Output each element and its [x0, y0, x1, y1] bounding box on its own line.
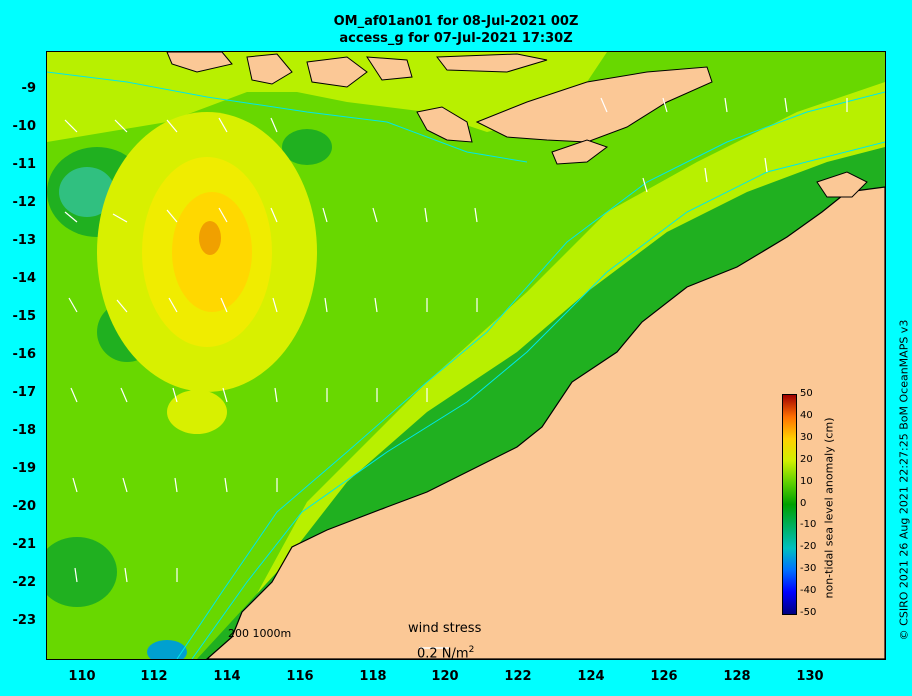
lat-tick: -15 — [12, 309, 37, 324]
map-title-line1: OM_af01an01 for 08-Jul-2021 00Z — [333, 14, 579, 29]
lon-tick: 112 — [140, 669, 168, 684]
lat-tick: -19 — [12, 461, 37, 476]
lon-tick: 124 — [577, 669, 605, 684]
lat-tick: -14 — [12, 271, 37, 286]
wind-stress-value: 0.2 N/m2 — [417, 645, 474, 661]
wind-stress-label: wind stress — [408, 621, 482, 636]
lat-tick: -9 — [21, 81, 36, 96]
depth-scale-label: 200 1000m — [228, 627, 292, 640]
map-title-line2: access_g for 07-Jul-2021 17:30Z — [339, 31, 573, 46]
lat-tick: -10 — [12, 119, 37, 134]
lat-tick: -12 — [12, 195, 37, 210]
colorbar-tick: -30 — [800, 563, 817, 574]
lon-tick: 126 — [650, 669, 678, 684]
wind-stress-exponent: 2 — [468, 645, 475, 655]
lat-tick: -20 — [12, 499, 37, 514]
lon-tick: 130 — [796, 669, 824, 684]
credit-text: © CSIRO 2021 26 Aug 2021 22:27:25 BoM Oc… — [897, 319, 911, 641]
lon-tick: 118 — [359, 669, 387, 684]
colorbar-tick: -40 — [800, 585, 817, 596]
colorbar-tick: 10 — [800, 476, 813, 487]
lon-tick: 128 — [723, 669, 751, 684]
lat-tick: -22 — [12, 575, 37, 590]
lat-tick: -17 — [12, 385, 37, 400]
lat-tick: -16 — [12, 347, 37, 362]
lat-tick: -11 — [12, 157, 37, 172]
colorbar-tick: 0 — [800, 498, 807, 509]
lat-tick: -21 — [12, 537, 37, 552]
colorbar-tick: 30 — [800, 432, 813, 443]
colorbar — [782, 394, 797, 615]
lat-tick: -13 — [12, 233, 37, 248]
colorbar-tick: 20 — [800, 454, 813, 465]
lon-tick: 114 — [213, 669, 241, 684]
wind-stress-number: 0.2 N/m — [417, 646, 469, 662]
lon-tick: 122 — [504, 669, 532, 684]
lon-tick: 110 — [68, 669, 96, 684]
lat-tick: -23 — [12, 613, 37, 628]
lon-tick: 116 — [286, 669, 314, 684]
lon-tick: 120 — [431, 669, 459, 684]
colorbar-tick: -20 — [800, 541, 817, 552]
colorbar-tick: 50 — [800, 388, 813, 399]
colorbar-tick: -50 — [800, 607, 817, 618]
colorbar-tick: -10 — [800, 519, 817, 530]
colorbar-tick: 40 — [800, 410, 813, 421]
map-area — [46, 51, 886, 660]
colorbar-label: non-tidal sea level anomaly (cm) — [822, 417, 836, 599]
lat-tick: -18 — [12, 423, 37, 438]
